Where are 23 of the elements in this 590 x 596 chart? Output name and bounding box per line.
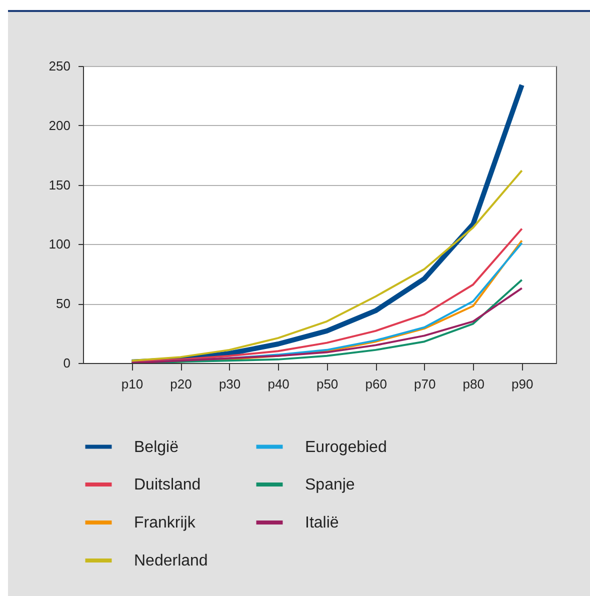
x-tick-label: p60 bbox=[365, 376, 387, 392]
y-tick-label: 0 bbox=[63, 356, 70, 370]
legend-label: Italië bbox=[305, 514, 339, 532]
y-tick-label: 250 bbox=[48, 58, 70, 74]
line-series bbox=[130, 170, 523, 362]
legend-label: België bbox=[134, 438, 179, 456]
legend-label: Frankrijk bbox=[134, 514, 196, 532]
legend-label: Nederland bbox=[134, 552, 208, 570]
x-tick-label: p50 bbox=[316, 376, 338, 392]
legend-label: Duitsland bbox=[134, 476, 201, 494]
legend-label: Spanje bbox=[305, 476, 355, 494]
y-tick-label: 50 bbox=[56, 296, 70, 312]
legend-label: Eurogebied bbox=[305, 438, 387, 456]
x-tick-label: p70 bbox=[414, 376, 436, 392]
x-tick-label: p80 bbox=[462, 376, 484, 392]
x-tick-label: p20 bbox=[170, 376, 192, 392]
x-tick-label: p30 bbox=[218, 376, 241, 392]
y-tick-label: 200 bbox=[48, 118, 70, 133]
x-tick-label: p10 bbox=[121, 376, 144, 392]
x-tick-label: p90 bbox=[512, 376, 534, 392]
x-tick-label: p40 bbox=[268, 376, 290, 392]
y-tick-label: 150 bbox=[48, 177, 70, 192]
y-tick-label: 100 bbox=[48, 236, 70, 252]
